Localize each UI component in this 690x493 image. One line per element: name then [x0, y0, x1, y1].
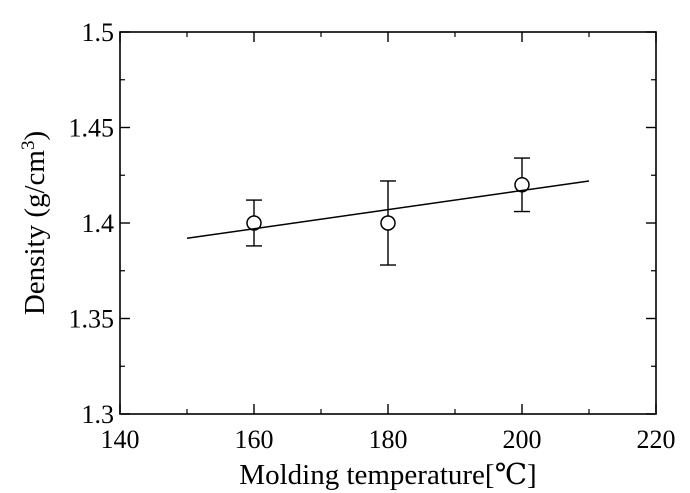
- y-tick-label: 1.3: [82, 400, 115, 429]
- x-tick-label: 180: [369, 425, 408, 454]
- y-axis-label: Density (g/cm3): [18, 131, 52, 315]
- data-point-marker: [514, 177, 530, 193]
- y-axis-label-suffix: ): [19, 131, 51, 141]
- data-point-marker: [246, 215, 262, 231]
- y-axis-label-main: Density (g/cm: [19, 150, 51, 316]
- tick-labels-layer: 140 160 180 200 220 1.3 1.35 1.4 1.45 1.5: [69, 18, 676, 454]
- fit-line: [186, 180, 590, 240]
- x-tick-label: 200: [503, 425, 542, 454]
- series-layer: [186, 157, 590, 266]
- data-point-marker: [380, 215, 396, 231]
- y-tick-label: 1.35: [69, 305, 115, 334]
- y-axis-label-superscript: 3: [18, 141, 39, 151]
- y-tick-label: 1.5: [82, 18, 115, 47]
- y-tick-label: 1.45: [69, 114, 115, 143]
- x-tick-label: 220: [637, 425, 676, 454]
- ticks-layer: [119, 31, 657, 415]
- y-tick-label: 1.4: [82, 209, 115, 238]
- x-axis-label: Molding temperature[℃]: [239, 459, 536, 491]
- x-tick-label: 140: [101, 425, 140, 454]
- x-tick-label: 160: [235, 425, 274, 454]
